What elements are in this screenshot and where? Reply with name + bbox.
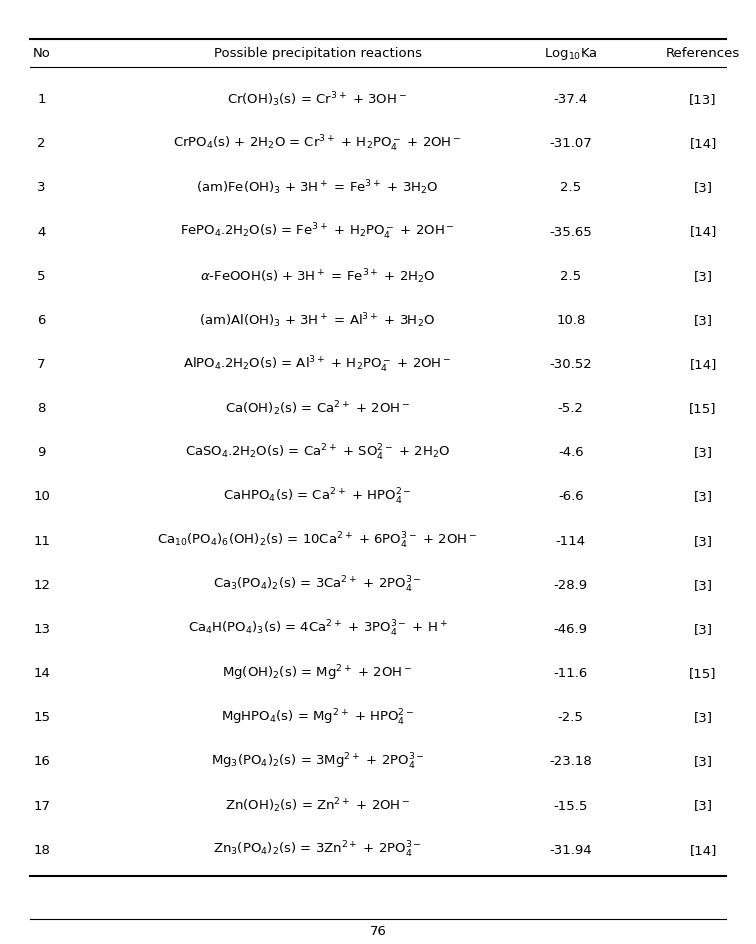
Text: AlPO$_4$.2H$_2$O(s) = Al$^{3+}$ + H$_2$PO$_4^-$ + 2OH$^-$: AlPO$_4$.2H$_2$O(s) = Al$^{3+}$ + H$_2$P… — [183, 354, 452, 374]
Text: Cr(OH)$_3$(s) = Cr$^{3+}$ + 3OH$^-$: Cr(OH)$_3$(s) = Cr$^{3+}$ + 3OH$^-$ — [228, 90, 407, 109]
Text: -37.4: -37.4 — [553, 93, 588, 106]
Text: 7: 7 — [37, 358, 46, 371]
Text: -4.6: -4.6 — [558, 446, 584, 459]
Text: Ca(OH)$_2$(s) = Ca$^{2+}$ + 2OH$^-$: Ca(OH)$_2$(s) = Ca$^{2+}$ + 2OH$^-$ — [225, 399, 411, 417]
Text: FePO$_4$.2H$_2$O(s) = Fe$^{3+}$ + H$_2$PO$_4^-$ + 2OH$^-$: FePO$_4$.2H$_2$O(s) = Fe$^{3+}$ + H$_2$P… — [180, 222, 455, 242]
Text: [14]: [14] — [689, 137, 717, 150]
Text: 3: 3 — [37, 181, 46, 194]
Text: 8: 8 — [37, 402, 46, 414]
Text: 9: 9 — [37, 446, 46, 459]
Text: 18: 18 — [33, 843, 50, 856]
Text: 2.5: 2.5 — [560, 181, 581, 194]
Text: Zn$_3$(PO$_4$)$_2$(s) = 3Zn$^{2+}$ + 2PO$_4^{3-}$: Zn$_3$(PO$_4$)$_2$(s) = 3Zn$^{2+}$ + 2PO… — [213, 839, 422, 859]
Text: No: No — [33, 47, 51, 60]
Text: -114: -114 — [556, 534, 586, 547]
Text: -35.65: -35.65 — [550, 226, 592, 238]
Text: [3]: [3] — [693, 578, 713, 591]
Text: CrPO$_4$(s) + 2H$_2$O = Cr$^{3+}$ + H$_2$PO$_4^-$ + 2OH$^-$: CrPO$_4$(s) + 2H$_2$O = Cr$^{3+}$ + H$_2… — [173, 133, 462, 154]
Text: [14]: [14] — [689, 843, 717, 856]
Text: 11: 11 — [33, 534, 50, 547]
Text: -23.18: -23.18 — [550, 754, 592, 767]
Text: Possible precipitation reactions: Possible precipitation reactions — [213, 47, 422, 60]
Text: [3]: [3] — [693, 313, 713, 327]
Text: 10: 10 — [33, 490, 50, 503]
Text: Mg$_3$(PO$_4$)$_2$(s) = 3Mg$^{2+}$ + 2PO$_4^{3-}$: Mg$_3$(PO$_4$)$_2$(s) = 3Mg$^{2+}$ + 2PO… — [211, 751, 424, 771]
Text: [3]: [3] — [693, 181, 713, 194]
Text: [14]: [14] — [689, 226, 717, 238]
Text: [15]: [15] — [689, 666, 717, 680]
Text: Zn(OH)$_2$(s) = Zn$^{2+}$ + 2OH$^-$: Zn(OH)$_2$(s) = Zn$^{2+}$ + 2OH$^-$ — [225, 796, 411, 815]
Text: -5.2: -5.2 — [558, 402, 584, 414]
Text: 4: 4 — [37, 226, 46, 238]
Text: 2.5: 2.5 — [560, 269, 581, 282]
Text: -31.94: -31.94 — [550, 843, 592, 856]
Text: Ca$_{10}$(PO$_4$)$_6$(OH)$_2$(s) = 10Ca$^{2+}$ + 6PO$_4^{3-}$ + 2OH$^-$: Ca$_{10}$(PO$_4$)$_6$(OH)$_2$(s) = 10Ca$… — [157, 531, 478, 550]
Text: Mg(OH)$_2$(s) = Mg$^{2+}$ + 2OH$^-$: Mg(OH)$_2$(s) = Mg$^{2+}$ + 2OH$^-$ — [222, 663, 413, 683]
Text: -6.6: -6.6 — [558, 490, 584, 503]
Text: [3]: [3] — [693, 754, 713, 767]
Text: 6: 6 — [37, 313, 46, 327]
Text: 13: 13 — [33, 622, 50, 635]
Text: -2.5: -2.5 — [558, 711, 584, 723]
Text: [15]: [15] — [689, 402, 717, 414]
Text: 14: 14 — [33, 666, 50, 680]
Text: CaHPO$_4$(s) = Ca$^{2+}$ + HPO$_4^{2-}$: CaHPO$_4$(s) = Ca$^{2+}$ + HPO$_4^{2-}$ — [223, 486, 412, 506]
Text: [3]: [3] — [693, 269, 713, 282]
Text: 10.8: 10.8 — [556, 313, 585, 327]
Text: [3]: [3] — [693, 622, 713, 635]
Text: [13]: [13] — [689, 93, 717, 106]
Text: MgHPO$_4$(s) = Mg$^{2+}$ + HPO$_4^{2-}$: MgHPO$_4$(s) = Mg$^{2+}$ + HPO$_4^{2-}$ — [221, 707, 414, 727]
Text: 12: 12 — [33, 578, 50, 591]
Text: 1: 1 — [37, 93, 46, 106]
Text: -28.9: -28.9 — [553, 578, 588, 591]
Text: [14]: [14] — [689, 358, 717, 371]
Text: 5: 5 — [37, 269, 46, 282]
Text: [3]: [3] — [693, 446, 713, 459]
Text: 16: 16 — [33, 754, 50, 767]
Text: [3]: [3] — [693, 711, 713, 723]
Text: (am)Fe(OH)$_3$ + 3H$^+$ = Fe$^{3+}$ + 3H$_2$O: (am)Fe(OH)$_3$ + 3H$^+$ = Fe$^{3+}$ + 3H… — [197, 178, 438, 197]
Text: 15: 15 — [33, 711, 50, 723]
Text: (am)Al(OH)$_3$ + 3H$^+$ = Al$^{3+}$ + 3H$_2$O: (am)Al(OH)$_3$ + 3H$^+$ = Al$^{3+}$ + 3H… — [200, 311, 435, 329]
Text: [3]: [3] — [693, 799, 713, 812]
Text: Ca$_3$(PO$_4$)$_2$(s) = 3Ca$^{2+}$ + 2PO$_4^{3-}$: Ca$_3$(PO$_4$)$_2$(s) = 3Ca$^{2+}$ + 2PO… — [213, 575, 422, 595]
Text: 76: 76 — [370, 924, 386, 937]
Text: 2: 2 — [37, 137, 46, 150]
Text: -31.07: -31.07 — [550, 137, 592, 150]
Text: References: References — [666, 47, 740, 60]
Text: [3]: [3] — [693, 490, 713, 503]
Text: Ca$_4$H(PO$_4$)$_3$(s) = 4Ca$^{2+}$ + 3PO$_4^{3-}$ + H$^+$: Ca$_4$H(PO$_4$)$_3$(s) = 4Ca$^{2+}$ + 3P… — [187, 618, 448, 639]
Text: -30.52: -30.52 — [550, 358, 592, 371]
Text: Log$_{10}$Ka: Log$_{10}$Ka — [544, 46, 598, 61]
Text: -15.5: -15.5 — [553, 799, 588, 812]
Text: CaSO$_4$.2H$_2$O(s) = Ca$^{2+}$ + SO$_4^{2-}$ + 2H$_2$O: CaSO$_4$.2H$_2$O(s) = Ca$^{2+}$ + SO$_4^… — [185, 443, 450, 463]
Text: $\alpha$-FeOOH(s) + 3H$^+$ = Fe$^{3+}$ + 2H$_2$O: $\alpha$-FeOOH(s) + 3H$^+$ = Fe$^{3+}$ +… — [200, 266, 435, 285]
Text: [3]: [3] — [693, 534, 713, 547]
Text: -11.6: -11.6 — [553, 666, 588, 680]
Text: -46.9: -46.9 — [554, 622, 587, 635]
Text: 17: 17 — [33, 799, 50, 812]
